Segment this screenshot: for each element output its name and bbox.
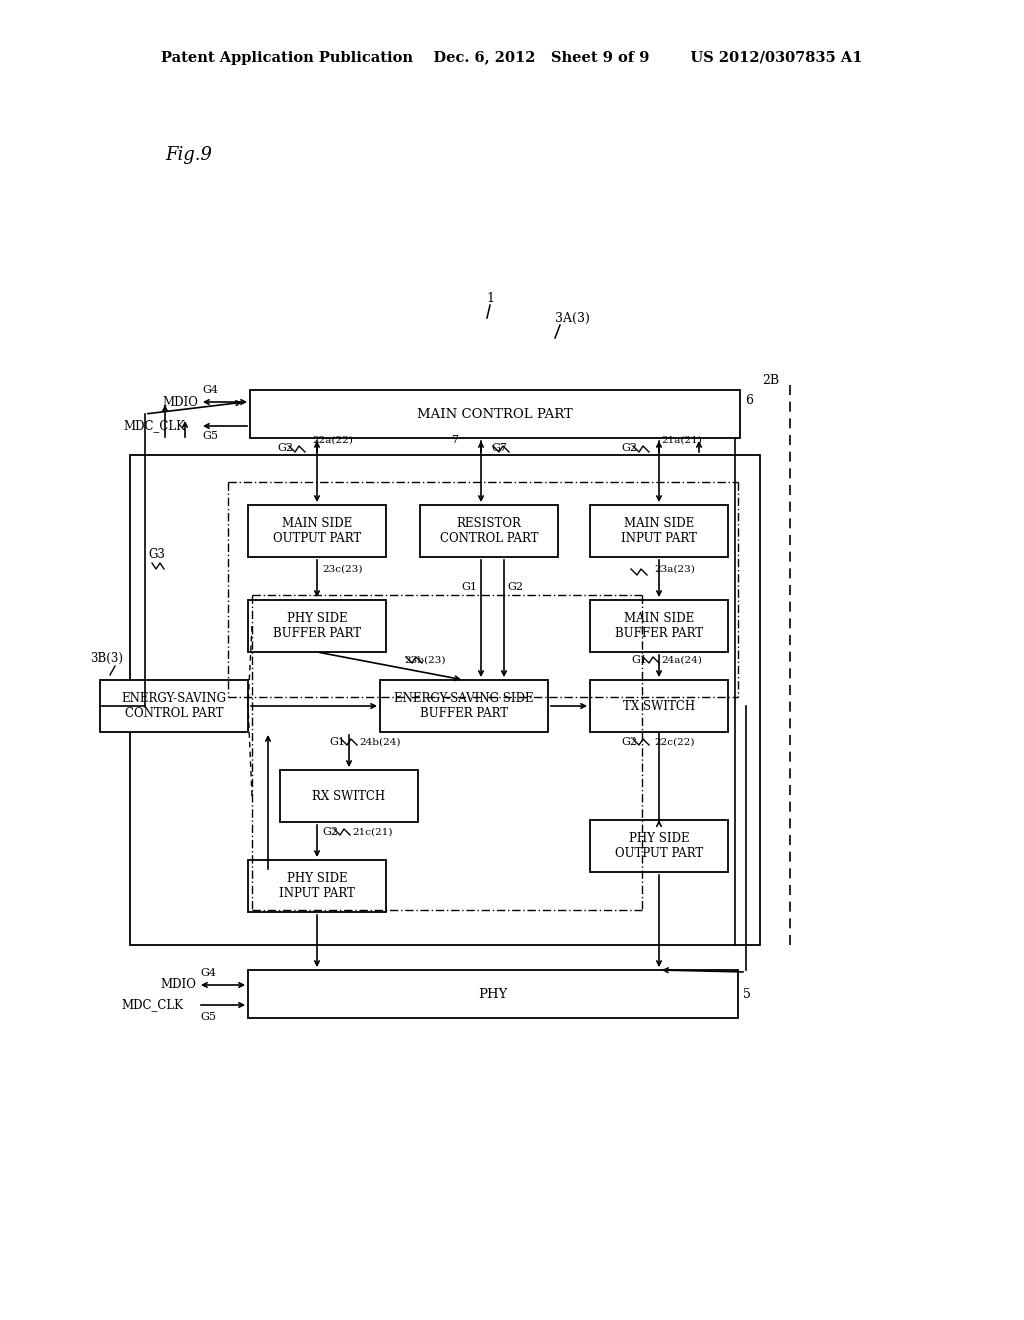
Bar (590, 820, 728, 873)
Text: MAIN SIDE
BUFFER PART: MAIN SIDE BUFFER PART (615, 612, 703, 640)
Text: MDC_CLK: MDC_CLK (123, 420, 185, 433)
Text: TX SWITCH: TX SWITCH (623, 700, 695, 713)
Text: 3A(3): 3A(3) (555, 312, 590, 325)
Text: 3B(3): 3B(3) (90, 652, 123, 664)
Text: ENERGY-SAVING SIDE
BUFFER PART: ENERGY-SAVING SIDE BUFFER PART (394, 692, 534, 719)
Text: PHY SIDE
BUFFER PART: PHY SIDE BUFFER PART (273, 612, 361, 640)
Text: G2: G2 (322, 828, 338, 837)
Text: G5: G5 (200, 1012, 216, 1022)
Text: 6: 6 (745, 393, 753, 407)
Text: PHY SIDE
INPUT PART: PHY SIDE INPUT PART (280, 873, 355, 900)
Text: G2: G2 (621, 444, 637, 453)
Bar (130, 455, 760, 945)
Bar (248, 601, 386, 652)
Text: 7: 7 (451, 436, 458, 445)
Bar (420, 506, 558, 557)
Bar (280, 770, 418, 822)
Text: G2: G2 (507, 582, 523, 591)
Text: MDC_CLK: MDC_CLK (121, 998, 183, 1011)
Text: 2B: 2B (762, 374, 779, 387)
Text: MAIN SIDE
OUTPUT PART: MAIN SIDE OUTPUT PART (272, 517, 361, 545)
Text: 24a(24): 24a(24) (662, 656, 701, 664)
Text: MDIO: MDIO (160, 978, 196, 991)
Text: Patent Application Publication    Dec. 6, 2012   Sheet 9 of 9        US 2012/030: Patent Application Publication Dec. 6, 2… (161, 51, 863, 65)
Text: G2: G2 (621, 737, 637, 747)
Text: 1: 1 (486, 292, 494, 305)
Text: Fig.9: Fig.9 (165, 147, 212, 164)
Text: G1: G1 (631, 655, 647, 665)
Text: G7: G7 (490, 444, 507, 453)
Bar (248, 970, 738, 1018)
Text: G4: G4 (200, 968, 216, 978)
Bar (248, 506, 386, 557)
Text: G4: G4 (202, 385, 218, 395)
Bar (100, 680, 248, 733)
Text: G1: G1 (461, 582, 477, 591)
Text: 23a(23): 23a(23) (654, 565, 695, 573)
Text: MDIO: MDIO (162, 396, 198, 408)
Text: 24b(24): 24b(24) (359, 738, 400, 747)
Text: G3: G3 (148, 549, 165, 561)
Text: 22a(22): 22a(22) (312, 436, 353, 445)
Text: 5: 5 (743, 987, 751, 1001)
Bar (590, 506, 728, 557)
Text: 23c(23): 23c(23) (322, 565, 362, 573)
Bar (590, 601, 728, 652)
Text: PHY SIDE
OUTPUT PART: PHY SIDE OUTPUT PART (614, 832, 703, 861)
Text: MAIN CONTROL PART: MAIN CONTROL PART (417, 408, 572, 421)
Bar (380, 680, 548, 733)
Bar (250, 389, 740, 438)
Text: RX SWITCH: RX SWITCH (312, 789, 386, 803)
Text: 21c(21): 21c(21) (352, 828, 392, 837)
Text: G5: G5 (202, 432, 218, 441)
Text: 21a(21): 21a(21) (662, 436, 701, 445)
Text: MAIN SIDE
INPUT PART: MAIN SIDE INPUT PART (622, 517, 697, 545)
Bar (590, 680, 728, 733)
Text: PHY: PHY (478, 987, 508, 1001)
Text: G1: G1 (329, 737, 345, 747)
Text: G2: G2 (278, 444, 293, 453)
Text: RESISTOR
CONTROL PART: RESISTOR CONTROL PART (439, 517, 539, 545)
Text: 23b(23): 23b(23) (404, 656, 445, 664)
Text: 22c(22): 22c(22) (654, 738, 694, 747)
Bar (248, 861, 386, 912)
Text: ENERGY-SAVING
CONTROL PART: ENERGY-SAVING CONTROL PART (122, 692, 226, 719)
